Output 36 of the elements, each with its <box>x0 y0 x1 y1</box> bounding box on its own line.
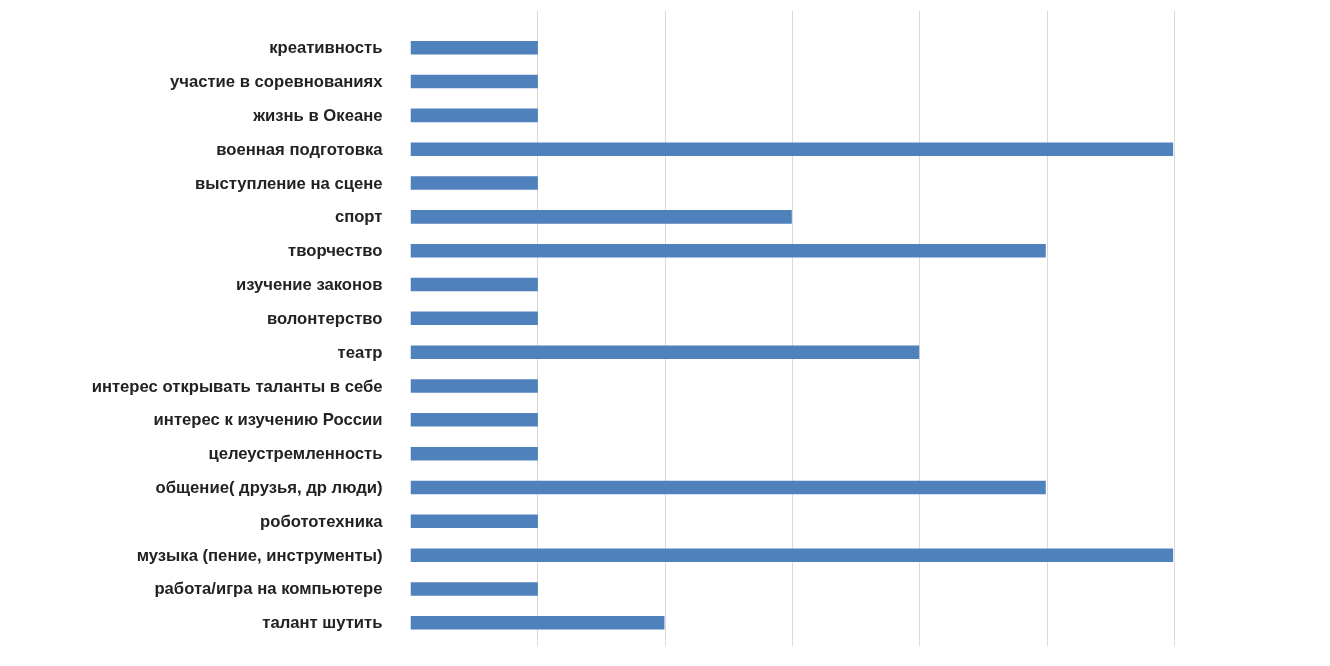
y-tick-label: участие в соревнованиях <box>169 72 384 92</box>
bar <box>410 142 1174 156</box>
y-tick-label: изучение законов <box>235 275 383 295</box>
bar <box>410 548 1174 562</box>
bar <box>410 311 538 326</box>
y-tick-label: военная подготовка <box>216 139 384 159</box>
bar <box>410 480 1046 495</box>
bar <box>410 582 538 596</box>
y-tick-label: жизнь в Океане <box>252 105 383 125</box>
y-tick-label: интерес открывать таланты в себе <box>91 376 383 396</box>
bar <box>410 74 538 89</box>
bar <box>410 345 920 359</box>
bar <box>410 514 538 529</box>
y-tick-label: талант шутить <box>262 613 383 633</box>
y-tick-label: интерес к изучению России <box>153 410 383 430</box>
bar <box>410 176 538 190</box>
bar <box>410 243 1046 258</box>
bar <box>410 40 538 55</box>
y-tick-label: волонтерство <box>266 308 383 328</box>
y-tick-label: театр <box>337 342 383 362</box>
bar <box>410 379 538 393</box>
bar <box>410 210 792 224</box>
bar <box>410 446 538 461</box>
y-tick-label: спорт <box>334 207 383 227</box>
bar <box>410 616 665 630</box>
bar <box>410 413 538 427</box>
y-tick-label: работа/игра на компьютере <box>154 579 383 599</box>
bar <box>410 108 538 123</box>
y-tick-label: выступление на сцене <box>195 173 383 193</box>
y-tick-label: общение( друзья, др люди) <box>155 478 383 497</box>
bar <box>410 277 538 292</box>
y-tick-label: музыка (пение, инструменты) <box>136 545 383 565</box>
y-tick-label: робототехника <box>260 511 384 531</box>
y-tick-label: творчество <box>288 241 383 261</box>
y-tick-label: креативность <box>269 38 383 58</box>
y-tick-label: целеустремленность <box>208 444 383 464</box>
